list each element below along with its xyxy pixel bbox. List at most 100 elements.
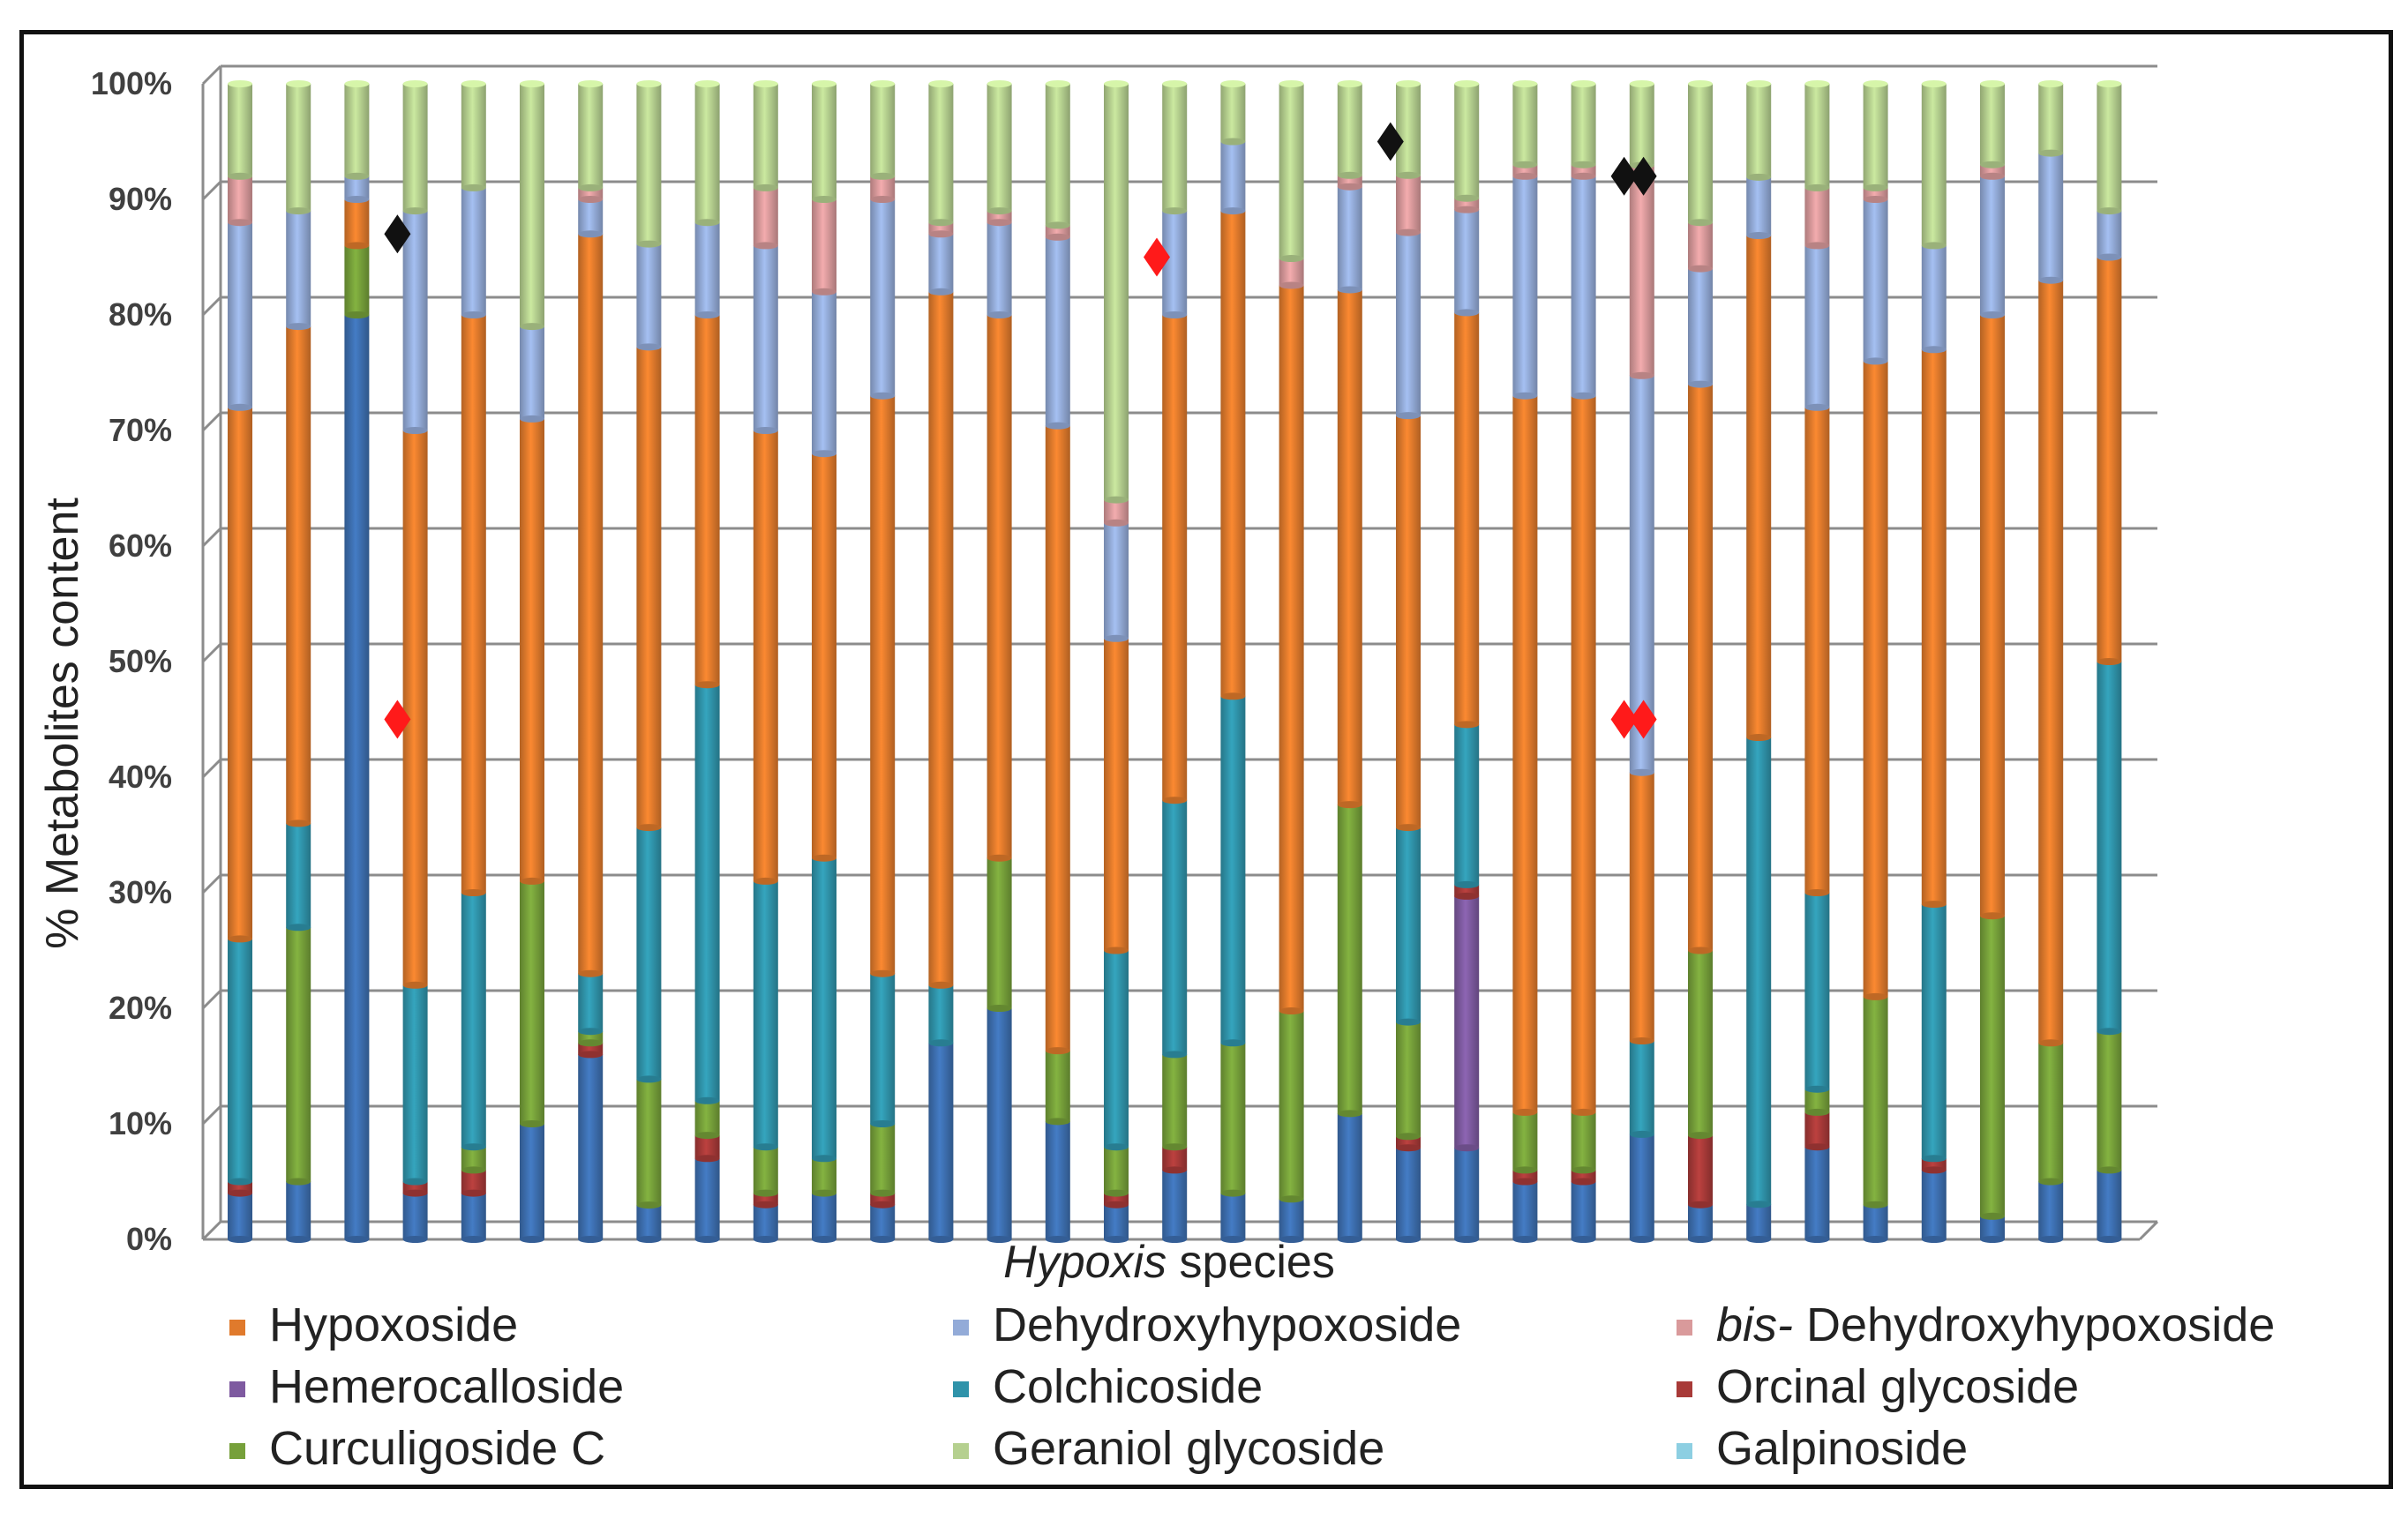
bar-top-cap — [1396, 80, 1421, 87]
x-axis-title: Hypoxis species — [1003, 1237, 1335, 1288]
bar-segment — [1746, 1204, 1772, 1239]
bar-stack-1 — [228, 80, 252, 1243]
bar-segment — [228, 939, 252, 1182]
bar-segment-base — [1804, 1143, 1830, 1151]
bar-segment — [694, 1135, 720, 1159]
y-tick-label: 10% — [109, 1105, 172, 1141]
gridline-depth — [201, 1220, 222, 1241]
bar-segment-base — [1279, 1195, 1304, 1203]
bar-stack-24 — [1571, 80, 1596, 1243]
bar-segment-base — [344, 311, 370, 318]
legend-label: Hemerocalloside — [269, 1360, 624, 1413]
bar-segment-base — [1921, 1155, 1947, 1163]
bar-segment-base — [1863, 1201, 1888, 1208]
bar-segment-base — [1104, 519, 1129, 527]
marker-diamond — [1144, 237, 1170, 277]
bar-segment — [1571, 1181, 1596, 1239]
bar-segment — [1454, 209, 1480, 313]
bar-segment — [1220, 1043, 1246, 1194]
bar-segment — [520, 418, 544, 881]
bar-segment-base — [1045, 233, 1070, 241]
bar-segment-base — [636, 240, 662, 248]
bar-segment-base — [812, 196, 836, 203]
bar-segment — [1980, 315, 2005, 917]
bar-top-cap — [1863, 80, 1888, 87]
bar-top-cap — [812, 80, 836, 87]
bar-segment — [1454, 84, 1480, 198]
legend-swatch — [1677, 1443, 1692, 1459]
bar-segment-base — [1104, 1236, 1129, 1243]
bar-segment — [1863, 199, 1888, 362]
bar-segment-base — [694, 1155, 720, 1163]
bar-segment-base — [228, 219, 252, 227]
bar-top-cap — [1688, 80, 1713, 87]
bar-segment-base — [578, 230, 604, 238]
bar-segment — [1337, 84, 1362, 176]
legend-swatch — [953, 1443, 969, 1459]
bar-stack-5 — [461, 80, 486, 1243]
bar-segment-base — [1863, 183, 1888, 191]
bar-segment — [1804, 245, 1830, 408]
bar-segment-base — [986, 854, 1012, 862]
bar-segment — [812, 857, 836, 1159]
bar-segment — [753, 187, 778, 246]
legend-item: Dehydroxyhypoxoside — [953, 1298, 1461, 1351]
bar-segment — [1804, 1147, 1830, 1239]
bar-segment-base — [461, 1189, 486, 1197]
bar-segment — [461, 1147, 486, 1171]
bar-segment-base — [1396, 824, 1421, 832]
bar-segment — [928, 1043, 954, 1239]
bar-segment-base — [1921, 346, 1947, 354]
bar-segment-base — [520, 1120, 544, 1127]
bar-segment — [1220, 696, 1246, 1044]
bar-segment — [1804, 893, 1830, 1089]
bar-segment-base — [228, 1236, 252, 1243]
bar-segment-base — [520, 1236, 544, 1243]
bar-stack-15 — [1045, 80, 1070, 1243]
bar-segment — [2038, 84, 2064, 153]
bar-segment — [1104, 950, 1129, 1148]
bar-segment-base — [344, 172, 370, 180]
bar-stack-13 — [928, 80, 954, 1243]
bar-segment-base — [1688, 219, 1713, 227]
bar-segment — [1045, 1121, 1070, 1239]
bar-segment-base — [694, 311, 720, 318]
bar-segment-base — [1571, 1178, 1596, 1186]
bar-segment — [1045, 236, 1070, 426]
bar-segment — [1104, 638, 1129, 951]
bar-segment-base — [2038, 1236, 2064, 1243]
bar-stack-28 — [1804, 80, 1830, 1243]
bar-segment — [1045, 84, 1070, 226]
bar-segment-base — [1688, 947, 1713, 954]
bar-segment — [1688, 1135, 1713, 1205]
bar-segment — [753, 1147, 778, 1194]
bar-segment — [1396, 175, 1421, 233]
bar-stack-7 — [578, 80, 604, 1243]
y-tick-label: 90% — [109, 181, 172, 217]
bar-segment — [636, 1205, 662, 1239]
bar-segment — [1512, 1181, 1538, 1239]
y-tick-label: 50% — [109, 643, 172, 679]
bar-segment — [402, 211, 428, 430]
bar-segment-base — [1629, 768, 1654, 776]
bar-segment-base — [1162, 1166, 1188, 1174]
marker-diamond — [1377, 122, 1404, 161]
bar-segment-base — [1863, 196, 1888, 203]
bar-segment — [1688, 84, 1713, 223]
bar-segment-base — [1279, 255, 1304, 263]
bar-segment — [1804, 84, 1830, 188]
bar-segment-base — [1337, 801, 1362, 809]
bar-segment — [694, 315, 720, 685]
bar-segment-base — [1220, 138, 1246, 146]
bar-segment-base — [1220, 692, 1246, 700]
marker-diamond — [384, 214, 411, 254]
bar-segment — [1629, 1134, 1654, 1239]
bar-segment-base — [1337, 286, 1362, 294]
legend-label: Colchicoside — [993, 1360, 1263, 1413]
gridline-depth — [201, 180, 222, 201]
bar-segment-base — [1688, 1201, 1713, 1208]
bar-segment-base — [986, 1236, 1012, 1243]
bar-segment-base — [636, 343, 662, 351]
bar-segment-base — [2097, 1028, 2122, 1036]
y-tick-label: 60% — [109, 528, 172, 564]
